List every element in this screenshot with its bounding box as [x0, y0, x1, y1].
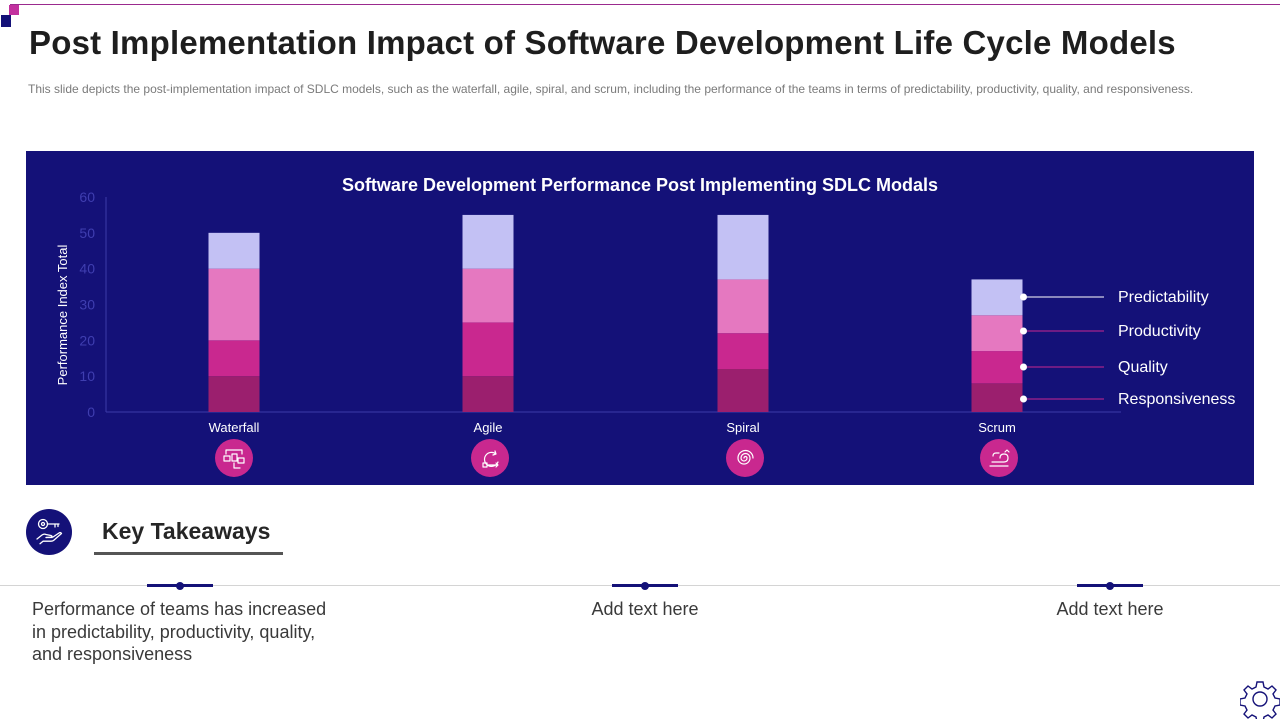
- agile-cycle-icon: [471, 439, 509, 477]
- bar-segment-predictability-spiral: [717, 214, 769, 280]
- chart-panel: Software Development Performance Post Im…: [26, 151, 1254, 485]
- scrum-icon: [980, 439, 1018, 477]
- bar-segment-responsiveness-spiral: [717, 369, 769, 412]
- waterfall-glyph: [223, 449, 245, 469]
- takeaway-marker-1: [147, 582, 213, 590]
- y-tick-label: 0: [87, 404, 95, 420]
- gear-icon[interactable]: [1239, 679, 1280, 720]
- legend-dot: [1020, 327, 1027, 335]
- y-tick-label: 60: [79, 189, 95, 205]
- y-tick-label: 20: [79, 332, 95, 348]
- x-tick-label: Waterfall: [209, 420, 260, 435]
- x-tick-label: Agile: [474, 420, 503, 435]
- scrum-glyph: [989, 449, 1010, 467]
- takeaway-marker-3: [1077, 582, 1143, 590]
- legend-label-responsiveness: Responsiveness: [1118, 391, 1235, 408]
- bar-segment-predictability-scrum: [971, 279, 1023, 316]
- bar-segment-responsiveness-agile: [462, 376, 514, 412]
- takeaway-3-line-1: Add text here: [1056, 599, 1164, 619]
- spiral-glyph: [737, 449, 754, 465]
- legend-label-predictability: Predictability: [1118, 289, 1209, 306]
- takeaway-1-line-2: in predictability, productivity, quality…: [32, 621, 316, 642]
- legend-dot: [1020, 363, 1027, 371]
- key-takeaways-underline: [94, 552, 283, 555]
- takeaway-text-3: Add text here: [1010, 598, 1210, 621]
- bar-segment-quality-spiral: [717, 333, 769, 369]
- spiral-icon: [726, 439, 764, 477]
- y-tick-label: 30: [79, 297, 95, 313]
- page-title: Post Implementation Impact of Software D…: [29, 24, 1176, 61]
- legend-label-quality: Quality: [1118, 359, 1168, 376]
- bar-segment-predictability-agile: [462, 214, 514, 269]
- legend-label-productivity: Productivity: [1118, 323, 1201, 340]
- x-tick-label: Spiral: [726, 420, 759, 435]
- takeaway-1-line-3: and responsiveness: [32, 644, 193, 664]
- takeaway-text-2: Add text here: [545, 598, 745, 621]
- y-axis-label: Performance Index Total: [55, 245, 70, 386]
- page-subtitle: This slide depicts the post-implementati…: [28, 82, 1194, 96]
- key-hand-icon: [26, 509, 72, 555]
- corner-accent-magenta: [9, 5, 19, 15]
- takeaway-1-line-1: Performance of teams has increased: [32, 599, 327, 619]
- legend-dot: [1020, 293, 1027, 301]
- top-border-line: [10, 4, 1280, 5]
- legend-dot: [1020, 395, 1027, 403]
- bar-segment-predictability-waterfall: [208, 232, 260, 269]
- bar-segment-quality-waterfall: [208, 340, 260, 377]
- corner-accent-navy: [1, 15, 11, 27]
- x-tick-label: Scrum: [978, 420, 1016, 435]
- y-tick-label: 10: [79, 368, 95, 384]
- bar-segment-responsiveness-waterfall: [208, 376, 260, 412]
- agile-glyph: [482, 450, 499, 468]
- bar-segment-productivity-waterfall: [208, 268, 260, 341]
- takeaway-marker-2: [612, 582, 678, 590]
- bar-segment-productivity-spiral: [717, 279, 769, 334]
- bar-segment-responsiveness-scrum: [971, 383, 1023, 412]
- bar-segment-quality-scrum: [971, 351, 1023, 384]
- bar-segment-productivity-agile: [462, 268, 514, 323]
- y-tick-label: 40: [79, 261, 95, 277]
- bar-segment-quality-agile: [462, 322, 514, 377]
- chart-title: Software Development Performance Post Im…: [342, 175, 938, 195]
- stacked-bar-chart: Software Development Performance Post Im…: [55, 175, 1235, 477]
- takeaway-2-line-1: Add text here: [591, 599, 699, 619]
- bar-segment-productivity-scrum: [971, 315, 1023, 352]
- waterfall-model-icon: [215, 439, 253, 477]
- y-tick-label: 50: [79, 225, 95, 241]
- takeaway-text-1: Performance of teams has increased in pr…: [32, 598, 362, 666]
- key-takeaways-heading: Key Takeaways: [102, 518, 271, 544]
